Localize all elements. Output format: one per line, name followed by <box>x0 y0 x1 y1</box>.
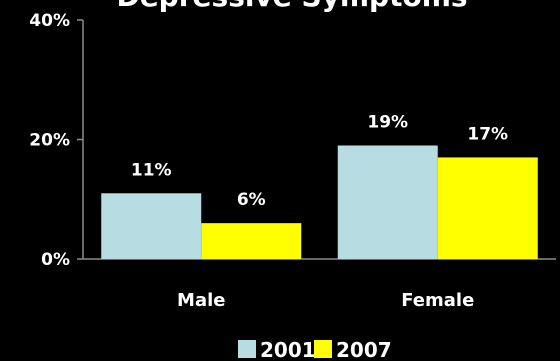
legend-label-2007: 2007 <box>336 338 392 361</box>
chart-title: Depressive Symptoms <box>116 0 467 13</box>
y-axis-ticks: 0% 20% 40% <box>29 11 83 270</box>
y-tick-label: 40% <box>29 11 70 31</box>
bar-2007-male <box>201 223 302 259</box>
chart-bars <box>101 145 538 259</box>
category-labels: Male Female <box>177 290 474 311</box>
legend-swatch-2007 <box>314 340 332 358</box>
chart-legend: 2001 2007 <box>238 338 392 361</box>
category-label-male: Male <box>177 290 225 311</box>
data-label-2001-female: 19% <box>367 112 408 132</box>
data-label-2007-female: 17% <box>467 124 508 144</box>
legend-swatch-2001 <box>238 340 256 358</box>
y-tick-label: 0% <box>41 250 70 270</box>
bar-2001-female <box>337 145 438 259</box>
data-label-2007-male: 6% <box>237 190 266 210</box>
bar-2007-female <box>437 157 538 259</box>
bar-2001-male <box>101 193 202 259</box>
category-label-female: Female <box>401 290 474 311</box>
data-label-2001-male: 11% <box>131 160 172 180</box>
legend-label-2001: 2001 <box>260 338 316 361</box>
y-tick-label: 20% <box>29 131 70 151</box>
data-labels: 11% 6% 19% 17% <box>131 112 508 210</box>
